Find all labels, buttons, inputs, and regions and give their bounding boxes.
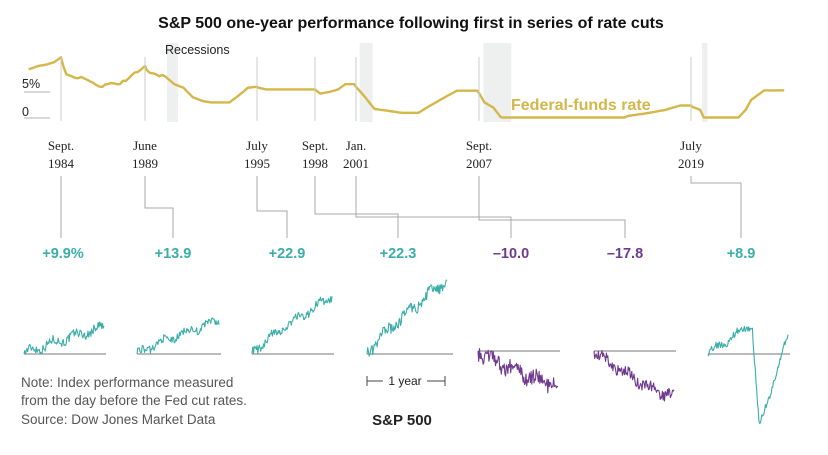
note-line-1: Note: Index performance measured bbox=[21, 375, 233, 390]
event-year-label: 1989 bbox=[132, 156, 158, 171]
mini-chart bbox=[251, 296, 334, 355]
mini-chart bbox=[707, 325, 790, 424]
source-line: Source: Dow Jones Market Data bbox=[21, 412, 216, 427]
mini-chart bbox=[593, 350, 676, 402]
event-year-label: 2007 bbox=[466, 156, 493, 171]
performance-value: +22.9 bbox=[269, 246, 306, 262]
mini-chart bbox=[477, 347, 560, 394]
event-month-label: Jan. bbox=[346, 138, 367, 153]
performance-value: +9.9% bbox=[42, 246, 84, 262]
scale-label-bg bbox=[383, 373, 427, 389]
performance-value: –17.8 bbox=[607, 246, 643, 262]
mini-chart-line bbox=[136, 317, 220, 355]
event-connector bbox=[144, 176, 174, 238]
y-tick-label: 5% bbox=[22, 77, 40, 91]
event-connector bbox=[690, 176, 742, 238]
federal-funds-rate-label: Federal-funds rate bbox=[511, 97, 651, 114]
event-connector bbox=[478, 176, 626, 238]
event-connector bbox=[355, 176, 512, 238]
one-year-scale: 1 year bbox=[366, 373, 446, 389]
event-year-label: 2001 bbox=[343, 156, 369, 171]
event-month-label: Sept. bbox=[302, 138, 328, 153]
mini-chart-line bbox=[23, 321, 105, 355]
performance-value: +8.9 bbox=[727, 246, 756, 262]
rate-y-axis: 5% 0 bbox=[22, 77, 50, 119]
recession-band bbox=[359, 43, 373, 122]
event-month-label: July bbox=[246, 138, 268, 153]
mini-chart-line bbox=[593, 350, 675, 402]
sp500-mini-charts bbox=[23, 279, 790, 424]
recession-band bbox=[483, 43, 512, 122]
rate-cut-events: Sept. 1984 +9.9% June 1989 +13.9 July 1995 +22.9… bbox=[42, 57, 755, 262]
event-month-label: July bbox=[680, 138, 702, 153]
event-month-label: Sept. bbox=[48, 138, 74, 153]
event-year-label: 1984 bbox=[48, 156, 75, 171]
sp500-label: S&P 500 bbox=[372, 412, 432, 429]
event-year-label: 1998 bbox=[302, 156, 328, 171]
event-month-label: June bbox=[133, 138, 157, 153]
mini-chart-line bbox=[366, 279, 448, 357]
performance-value: –10.0 bbox=[493, 246, 529, 262]
recession-band bbox=[701, 43, 708, 122]
event-month-label: Sept. bbox=[466, 138, 492, 153]
performance-value: +13.9 bbox=[155, 246, 192, 262]
chart-title: S&P 500 one-year performance following f… bbox=[158, 15, 664, 32]
event-connector bbox=[256, 176, 288, 238]
mini-chart-line bbox=[707, 325, 789, 424]
y-tick-label: 0 bbox=[22, 105, 29, 119]
federal-funds-rate-line bbox=[28, 56, 785, 119]
recessions-label: Recessions bbox=[165, 43, 230, 57]
mini-chart bbox=[366, 279, 453, 357]
mini-chart-line bbox=[251, 296, 333, 355]
mini-chart bbox=[136, 317, 221, 355]
performance-value: +22.3 bbox=[380, 246, 417, 262]
mini-chart bbox=[23, 321, 106, 355]
note-line-2: from the day before the Fed cut rates. bbox=[21, 393, 247, 408]
event-year-label: 1995 bbox=[244, 156, 270, 171]
scale-label: 1 year bbox=[388, 374, 421, 388]
event-year-label: 2019 bbox=[678, 156, 704, 171]
mini-chart-line bbox=[477, 347, 559, 394]
